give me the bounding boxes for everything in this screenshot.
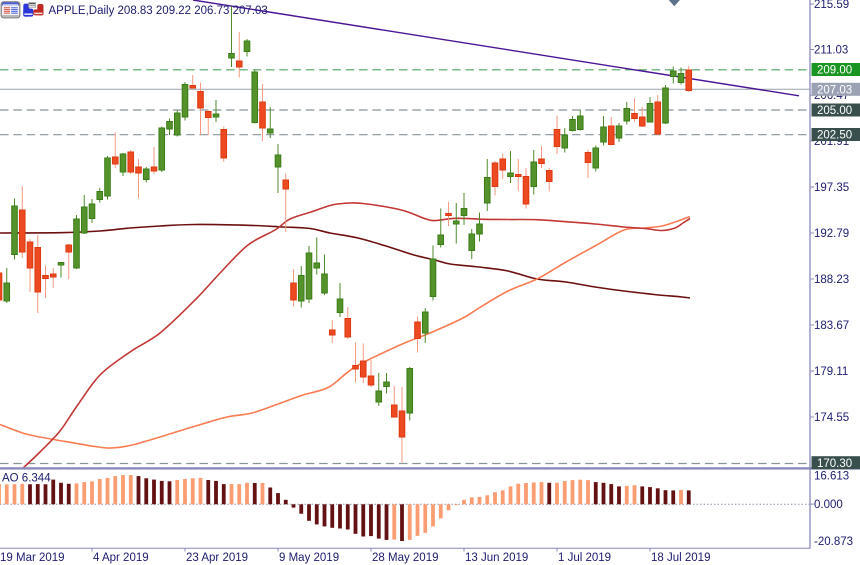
svg-text:9 May 2019: 9 May 2019 — [279, 552, 339, 564]
svg-text:13 Jun 2019: 13 Jun 2019 — [465, 552, 528, 564]
svg-text:209.00: 209.00 — [817, 65, 852, 77]
svg-text:179.11: 179.11 — [814, 366, 848, 378]
svg-text:APPLE,Daily 208.83 209.22 206: APPLE,Daily 208.83 209.22 206.73 207.03 — [49, 5, 268, 17]
svg-text:197.35: 197.35 — [814, 182, 849, 194]
svg-text:170.30: 170.30 — [817, 458, 852, 470]
svg-text:AO 6.344: AO 6.344 — [2, 473, 51, 485]
svg-text:0.000: 0.000 — [814, 499, 843, 511]
svg-text:174.55: 174.55 — [814, 412, 849, 424]
svg-text:202.50: 202.50 — [817, 130, 852, 142]
svg-text:19 Mar 2019: 19 Mar 2019 — [0, 552, 65, 564]
svg-text:183.67: 183.67 — [814, 320, 849, 332]
svg-text:28 May 2019: 28 May 2019 — [372, 552, 439, 564]
svg-text:205.00: 205.00 — [817, 105, 852, 117]
svg-text:192.79: 192.79 — [814, 228, 849, 240]
svg-text:207.03: 207.03 — [817, 85, 852, 97]
svg-text:4 Apr 2019: 4 Apr 2019 — [93, 552, 149, 564]
svg-text:16.613: 16.613 — [814, 470, 849, 482]
svg-text:18 Jul 2019: 18 Jul 2019 — [651, 552, 710, 564]
svg-text:1 Jul 2019: 1 Jul 2019 — [558, 552, 611, 564]
svg-text:23 Apr 2019: 23 Apr 2019 — [186, 552, 248, 564]
svg-text:188.23: 188.23 — [814, 274, 849, 286]
svg-text:215.59: 215.59 — [814, 0, 849, 11]
svg-text:211.03: 211.03 — [814, 45, 848, 57]
svg-text:-20.873: -20.873 — [814, 536, 853, 548]
